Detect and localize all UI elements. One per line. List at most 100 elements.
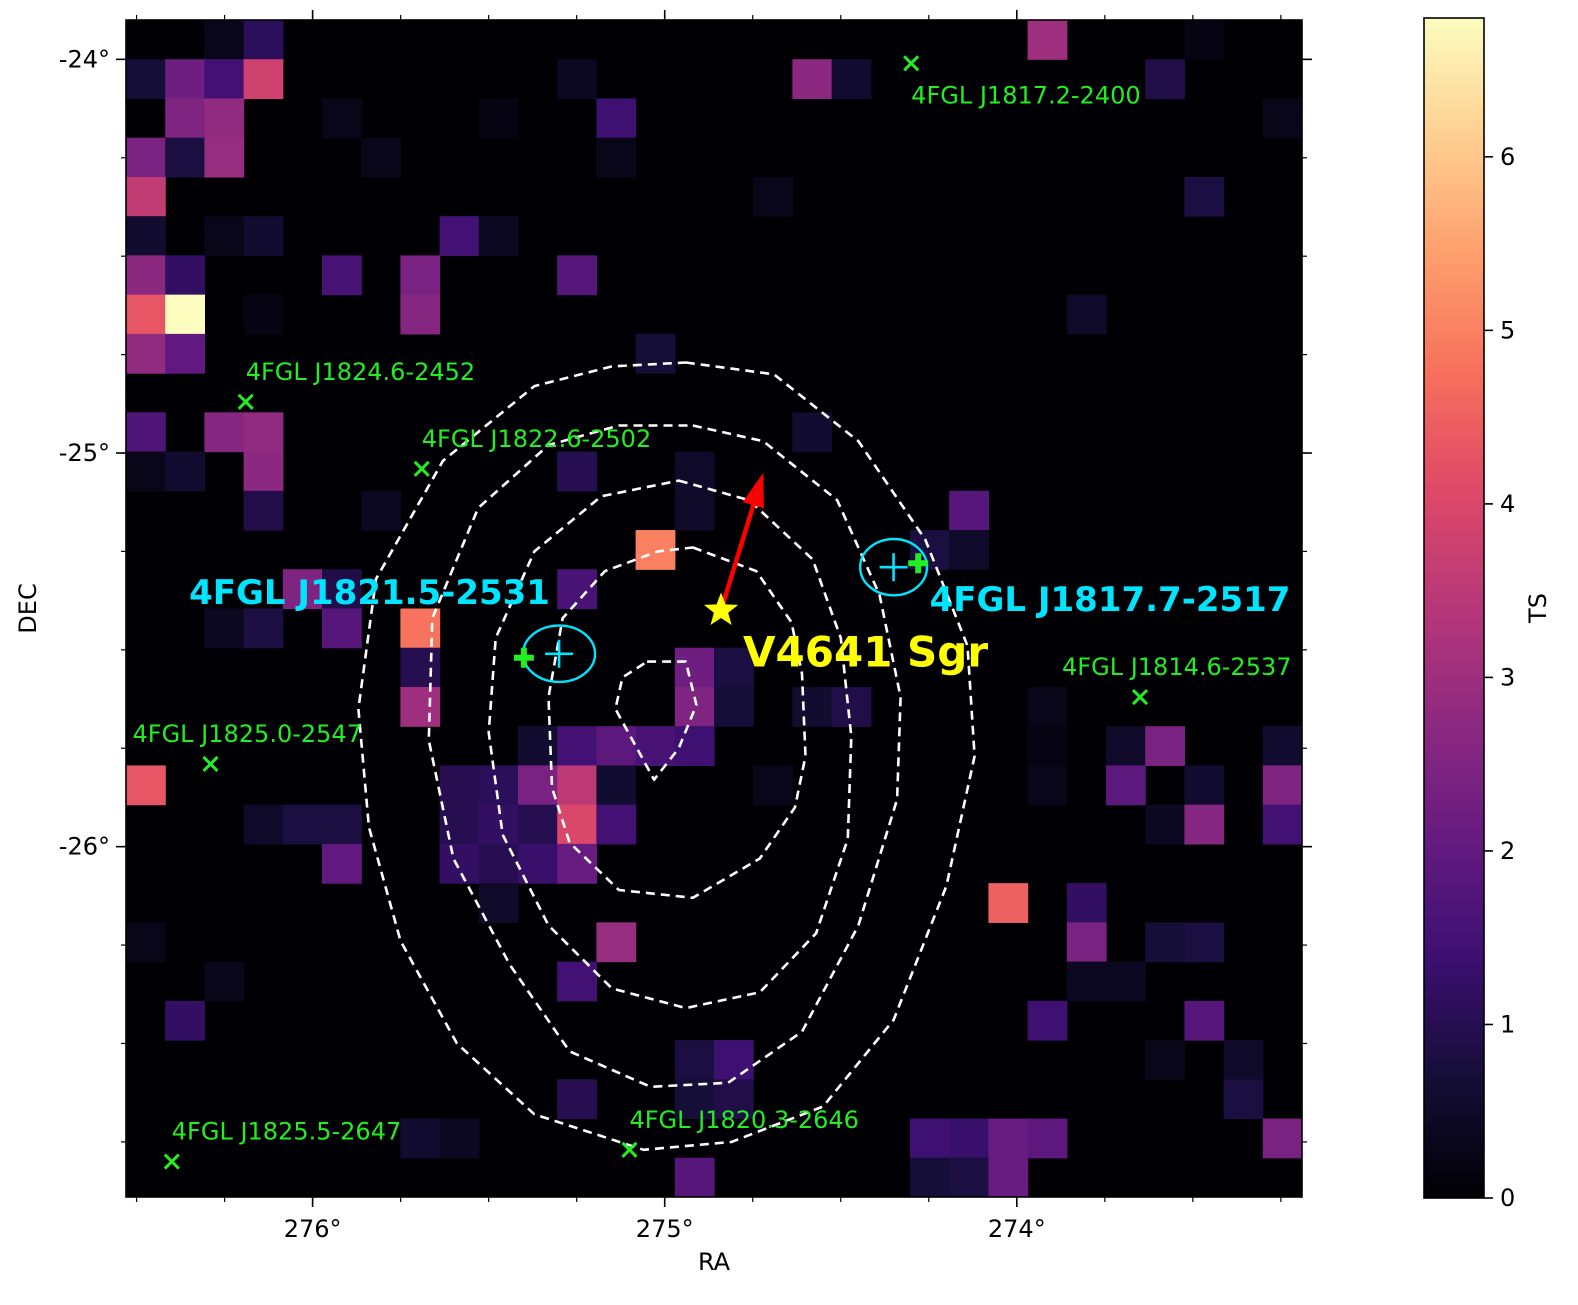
- heatmap-cell: [400, 647, 441, 688]
- contour-line: [547, 546, 807, 900]
- proper-motion-arrow-shaft: [718, 504, 756, 612]
- colorbar-tick-label: 6: [1500, 143, 1515, 171]
- heatmap-cell: [400, 686, 441, 727]
- heatmap-cell: [674, 1157, 715, 1197]
- heatmap-cell: [243, 451, 284, 492]
- heatmap-cell: [478, 98, 519, 139]
- heatmap-cell: [910, 1157, 950, 1197]
- catalog-x-icon: [1131, 689, 1149, 706]
- heatmap-cell: [792, 59, 833, 100]
- contour-line: [427, 424, 902, 1089]
- heatmap-cell: [322, 608, 362, 649]
- heatmap-cell: [1027, 1000, 1068, 1041]
- catalog-x-icon: [903, 55, 920, 72]
- heatmap-cell: [674, 490, 715, 531]
- heatmap-cell: [361, 490, 401, 531]
- heatmap-cell: [988, 1157, 1029, 1197]
- heatmap-cell: [204, 59, 245, 100]
- heatmap-cell: [165, 59, 205, 100]
- heatmap-cell: [1184, 922, 1225, 963]
- heatmap-cell: [1184, 20, 1225, 60]
- colorbar-tick-label: 1: [1500, 1010, 1515, 1038]
- heatmap-cell: [557, 451, 597, 492]
- heatmap-cell: [478, 216, 519, 256]
- heatmap-cell: [792, 686, 833, 727]
- heatmap-cell: [557, 1079, 597, 1120]
- heatmap-cell: [1106, 726, 1146, 767]
- heatmap-cell: [1027, 20, 1068, 60]
- target-label: V4641 Sgr: [743, 627, 988, 676]
- heatmap-cell: [1145, 922, 1185, 963]
- heatmap-cell: [831, 686, 872, 727]
- heatmap-cell: [126, 255, 166, 296]
- heatmap-cell: [165, 137, 205, 178]
- heatmap-cell: [243, 294, 284, 335]
- heatmap-cell: [282, 804, 323, 845]
- heatmap-cell: [949, 1118, 989, 1159]
- heatmap-cell: [126, 137, 166, 178]
- catalog-source-label: 4FGL J1825.0-2547: [133, 720, 362, 748]
- heatmap-cell: [478, 765, 519, 806]
- catalog-x-icon: [202, 755, 219, 773]
- heatmap-cell: [753, 765, 793, 806]
- heatmap-cell: [831, 59, 872, 100]
- heatmap-cell: [322, 843, 362, 884]
- colorbar-tick-label: 3: [1500, 663, 1515, 691]
- heatmap-cell: [126, 176, 166, 217]
- heatmap-cell: [674, 647, 715, 688]
- heatmap-cell: [557, 59, 597, 100]
- heatmap-cell: [204, 608, 245, 649]
- heatmap-cell: [1184, 765, 1225, 806]
- catalog-source-marker: [1131, 689, 1149, 706]
- heatmap-cell: [204, 20, 245, 60]
- catalog-source-marker: [621, 1141, 638, 1158]
- contour-line: [487, 479, 853, 1010]
- heatmap-cell: [635, 530, 676, 570]
- catalog-source-marker: [202, 755, 219, 773]
- heatmap-cell: [596, 765, 637, 806]
- colorbar-label: TS: [1524, 593, 1552, 624]
- heatmap-cell: [1262, 726, 1302, 767]
- target-star-icon: [703, 592, 739, 625]
- catalog-source-label: 4FGL J1820.3-2646: [629, 1106, 858, 1134]
- heatmap-cell: [596, 726, 637, 767]
- x-tick-label: 276°: [284, 1215, 342, 1243]
- plot-area: 4FGL J1817.2-2400 4FGL J1824.6-2452 4FGL J…: [14, 10, 1312, 1276]
- heatmap-cell: [165, 294, 205, 335]
- catalog-source-label: 4FGL J1824.6-2452: [246, 358, 475, 386]
- heatmap-cell: [949, 490, 989, 531]
- heatmap-cell: [557, 569, 597, 610]
- heatmap-cell: [204, 216, 245, 256]
- heatmap-cell: [1184, 804, 1225, 845]
- heatmap-cell: [478, 843, 519, 884]
- heatmap-cell: [1262, 804, 1302, 845]
- heatmap-cell: [322, 255, 362, 296]
- catalog-x-icon: [237, 393, 254, 410]
- heatmap-cell: [1223, 1040, 1264, 1080]
- colorbar-tick-label: 2: [1500, 837, 1515, 865]
- heatmap-cell: [1262, 1118, 1302, 1159]
- heatmap-cell: [1145, 59, 1185, 100]
- colorbar: 0 1 2 3 4 5 6 TS: [1423, 17, 1552, 1212]
- colorbar-tick-label: 5: [1500, 316, 1515, 344]
- heatmap-cell: [635, 333, 676, 374]
- heatmap-cell: [949, 530, 989, 570]
- contour-line: [614, 660, 698, 782]
- heatmap-cell: [126, 765, 166, 806]
- heatmap-cell: [674, 726, 715, 767]
- heatmap-cell: [557, 961, 597, 1002]
- heatmap-cell: [1145, 804, 1185, 845]
- fitted-source: [858, 537, 929, 597]
- heatmap-cell: [1027, 726, 1068, 767]
- heatmap-cell: [126, 412, 166, 453]
- heatmap-cell: [400, 255, 441, 296]
- colorbar-scale: [1423, 17, 1485, 1199]
- heatmap-cell: [1145, 1040, 1185, 1080]
- heatmap-cell: [714, 686, 754, 727]
- heatmap-cell: [439, 765, 480, 806]
- heatmap-cell: [126, 59, 166, 100]
- catalog-source-label: 4FGL J1814.6-2537: [1062, 653, 1291, 681]
- heatmap-cell: [126, 333, 166, 374]
- x-axis-label: RA: [698, 1248, 731, 1276]
